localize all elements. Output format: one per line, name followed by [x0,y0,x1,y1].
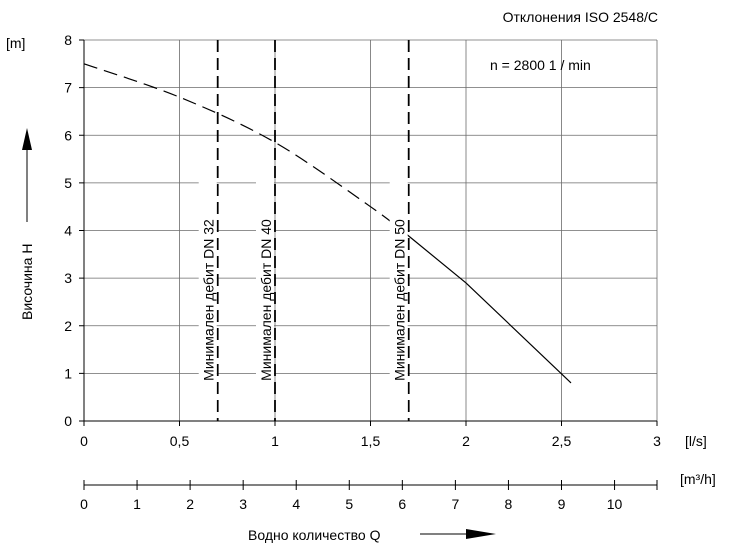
y-tick-label: 4 [64,223,72,239]
y-tick-label: 1 [64,365,72,381]
x2-tick-label: 4 [292,496,300,512]
x-axis-label: Водно количество Q [248,527,381,543]
x2-tick-label: 8 [505,496,513,512]
y-tick-label: 8 [64,32,72,48]
y-axis-label: Височина H [19,244,35,320]
x2-tick-label: 0 [80,496,88,512]
x-tick-label: 3 [653,433,661,449]
x2-tick-label: 1 [133,496,141,512]
grid [84,39,658,421]
x2-tick-label: 10 [607,496,623,512]
y-arrow-icon [22,128,32,222]
x2-tick-label: 2 [186,496,194,512]
y-tick-label: 6 [64,127,72,143]
performance-curve [83,63,572,384]
axes: 0 1 2 3 4 5 6 7 8 0 0,5 1 1,5 2 2,5 3 0 1 2 3 4 5 6 7 8 9 10 [64,32,661,512]
x-unit-ls-label: [l/s] [685,433,707,449]
speed-label: n = 2800 1 / min [490,57,591,73]
y-tick-label: 0 [64,413,72,429]
y-tick-label: 3 [64,270,72,286]
tolerance-annotation: Отклонения ISO 2548/C [503,9,658,25]
x-tick-label: 1 [271,433,279,449]
y-tick-label: 7 [64,80,72,96]
x2-tick-label: 5 [345,496,353,512]
curve-dashed-segment [83,63,406,234]
x2-tick-label: 7 [451,496,459,512]
min-flow-label: Минимален дебит DN 50 [392,219,408,381]
x2-tick-label: 9 [558,496,566,512]
min-flow-label: Минимален дебит DN 32 [201,219,217,381]
x-unit-m3h-label: [m³/h] [680,471,716,487]
x-tick-label: 0 [80,433,88,449]
min-flow-label-bg [389,182,408,418]
min-flow-label-bg [198,182,217,418]
min-flow-label: Минимален дебит DN 40 [258,219,274,381]
axis-arrows [22,128,496,539]
x2-tick-label: 6 [398,496,406,512]
curve-solid-segment [404,232,572,384]
x2-tick-label: 3 [239,496,247,512]
min-flow-label-bg [256,182,274,418]
min-flow-lines: Минимален дебит DN 32 Минимален дебит DN … [198,40,410,421]
x-tick-label: 2,5 [552,433,572,449]
x-tick-label: 0,5 [170,433,190,449]
y-unit-label: [m] [6,35,25,51]
x-arrow-icon [420,529,496,539]
x-tick-label: 2 [462,433,470,449]
y-tick-label: 5 [64,175,72,191]
y-tick-label: 2 [64,318,72,334]
labels: [m] Отклонения ISO 2548/C n = 2800 1 / m… [6,9,716,543]
x-tick-label: 1,5 [361,433,381,449]
